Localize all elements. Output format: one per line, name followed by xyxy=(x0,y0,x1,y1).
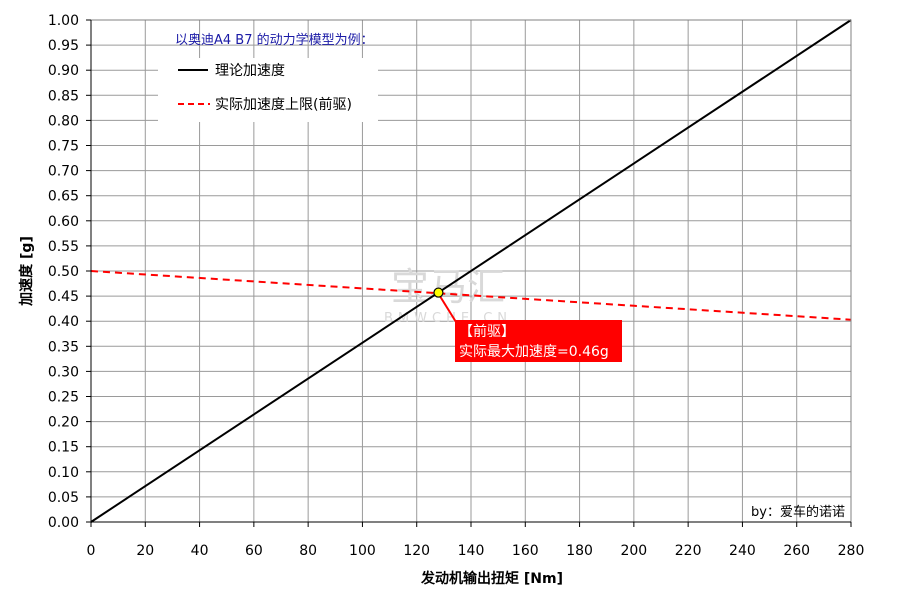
y-tick-label: 0.00 xyxy=(48,515,79,531)
y-tick-label: 0.70 xyxy=(48,164,79,180)
y-tick-label: 0.90 xyxy=(48,63,79,79)
x-tick-label: 80 xyxy=(299,543,317,559)
annotation: 【前驱】 实际最大加速度=0.46g xyxy=(437,292,622,362)
y-tick-label: 0.95 xyxy=(48,38,79,54)
credit-text: by：爱车的诺诺 xyxy=(751,504,845,520)
y-tick-label: 1.00 xyxy=(48,13,79,29)
series-line-actual-limit xyxy=(90,270,852,321)
y-tick-label: 0.85 xyxy=(48,88,79,104)
legend-box xyxy=(158,58,378,122)
grid xyxy=(90,19,852,523)
x-tick-label: 100 xyxy=(349,543,376,559)
x-tick-label: 180 xyxy=(566,543,593,559)
legend: 以奥迪A4 B7 的动力学模型为例： 理论加速度 实际加速度上限(前驱) xyxy=(158,32,378,122)
intersection-point xyxy=(433,287,444,298)
annotation-line2: 实际最大加速度=0.46g xyxy=(459,344,609,360)
y-tick-label: 0.65 xyxy=(48,189,79,205)
x-tick-label: 60 xyxy=(245,543,263,559)
y-tick-label: 0.35 xyxy=(48,339,79,355)
x-axis-title: 发动机输出扭矩 [Nm] xyxy=(420,570,563,587)
x-tick-label: 240 xyxy=(729,543,756,559)
y-tick-label: 0.10 xyxy=(48,465,79,481)
y-tick-label: 0.80 xyxy=(48,113,79,129)
legend-label-theoretical: 理论加速度 xyxy=(215,63,285,79)
x-tick-label: 200 xyxy=(620,543,647,559)
y-tick-label: 0.50 xyxy=(48,264,79,280)
x-tick-label: 0 xyxy=(87,543,96,559)
x-tick-labels: 0 20 40 60 80 100 120 140 160 180 200 220 240 260 280 xyxy=(87,543,865,559)
x-tick-label: 40 xyxy=(191,543,209,559)
y-tick-label: 0.25 xyxy=(48,390,79,406)
y-tick-label: 0.30 xyxy=(48,364,79,380)
x-tick-label: 20 xyxy=(136,543,154,559)
x-tick-label: 280 xyxy=(838,543,865,559)
series-layer xyxy=(90,19,852,523)
y-axis-title: 加速度 [g] xyxy=(18,236,35,307)
y-tick-label: 0.55 xyxy=(48,239,79,255)
annotation-line1: 【前驱】 xyxy=(459,323,515,340)
annotation-leader xyxy=(437,292,457,323)
y-tick-label: 0.15 xyxy=(48,440,79,456)
y-tick-label: 0.45 xyxy=(48,289,79,305)
plot-frame xyxy=(86,19,852,527)
y-tick-label: 0.20 xyxy=(48,415,79,431)
annotation-box xyxy=(455,320,622,362)
series-line-theoretical xyxy=(90,19,852,523)
y-tick-label: 0.40 xyxy=(48,314,79,330)
x-tick-label: 220 xyxy=(675,543,702,559)
y-tick-label: 0.05 xyxy=(48,490,79,506)
y-tick-labels: 0.00 0.05 0.10 0.15 0.20 0.25 0.30 0.35 0.40 0.45… xyxy=(48,13,79,531)
legend-title: 以奥迪A4 B7 的动力学模型为例： xyxy=(175,32,374,48)
x-tick-label: 140 xyxy=(458,543,485,559)
x-tick-label: 120 xyxy=(403,543,430,559)
intersection-layer xyxy=(433,287,444,298)
y-tick-label: 0.60 xyxy=(48,214,79,230)
x-tick-label: 260 xyxy=(783,543,810,559)
x-tick-label: 160 xyxy=(512,543,539,559)
y-tick-label: 0.75 xyxy=(48,139,79,155)
legend-label-actual: 实际加速度上限(前驱) xyxy=(215,96,352,113)
